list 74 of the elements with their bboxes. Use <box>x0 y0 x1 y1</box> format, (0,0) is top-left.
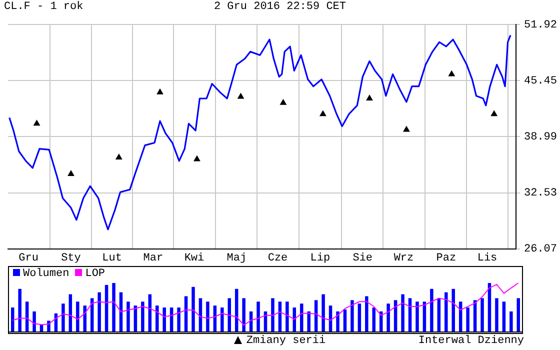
bar <box>18 288 22 332</box>
bar <box>76 302 80 332</box>
bar <box>444 292 448 332</box>
point <box>319 110 326 116</box>
bar <box>322 294 325 332</box>
bar <box>162 308 166 332</box>
point <box>402 126 410 132</box>
bar <box>466 308 470 332</box>
bar <box>401 294 404 332</box>
point <box>366 94 373 100</box>
bar <box>242 298 246 332</box>
bar <box>510 311 513 332</box>
bar <box>98 292 101 332</box>
chart-subtitle: 2 Gru 2016 22:59 CET <box>214 1 346 13</box>
bar <box>141 302 144 332</box>
bar <box>300 304 304 332</box>
bar <box>286 302 289 332</box>
bar <box>358 304 362 332</box>
bar <box>83 306 86 332</box>
x-tick-label: Lut <box>102 252 122 264</box>
point <box>115 153 122 160</box>
x-tick-label: Lip <box>310 252 330 264</box>
x-tick-label: Cze <box>268 252 288 264</box>
x-tick-label: Gru <box>18 252 38 264</box>
bar <box>365 296 368 332</box>
legend-label: Zmiany serii <box>245 335 326 347</box>
point <box>193 155 200 162</box>
x-tick-label: Sty <box>61 252 82 264</box>
bar <box>112 283 116 332</box>
legend-label: LOP <box>84 268 106 280</box>
point <box>448 70 456 76</box>
bar <box>256 302 260 332</box>
x-tick-label: Kwi <box>184 252 205 264</box>
x-tick-label: Lis <box>477 252 498 264</box>
bar <box>502 302 506 332</box>
bar <box>228 298 231 332</box>
x-tick-label: Mar <box>143 252 164 264</box>
bar <box>416 302 419 332</box>
bar <box>220 308 224 332</box>
point <box>490 110 498 116</box>
y-tick-label: 51.92 <box>524 20 558 32</box>
bar <box>452 288 455 332</box>
point <box>68 170 74 176</box>
chart-title: CL.F - 1 rok <box>4 0 84 14</box>
point <box>237 92 244 99</box>
bar <box>336 311 340 332</box>
y-tick-label: 26.07 <box>524 244 558 256</box>
x-tick-label: Paz <box>436 252 456 264</box>
point <box>156 88 164 94</box>
bar <box>307 311 310 332</box>
text: Interwal Dzienny <box>418 335 524 347</box>
x-tick-label: Wrz <box>394 252 414 264</box>
bar <box>62 304 65 332</box>
bar <box>495 298 498 332</box>
bar <box>516 298 520 332</box>
bar <box>177 308 180 332</box>
point <box>33 120 40 126</box>
x-tick-label: Maj <box>226 252 247 264</box>
bar <box>386 304 390 332</box>
bar <box>206 302 210 332</box>
bar <box>32 311 36 332</box>
y-tick-label: 38.99 <box>524 132 558 144</box>
y-tick-label: 32.53 <box>524 188 558 200</box>
bar <box>192 286 195 332</box>
bar <box>271 298 274 332</box>
bar <box>350 300 354 332</box>
bar <box>480 298 484 332</box>
bar <box>126 302 130 332</box>
y-tick-label: 45.45 <box>524 76 558 88</box>
bar <box>47 320 50 332</box>
point <box>280 98 287 105</box>
legend-label: Wolumen <box>22 268 70 280</box>
bar <box>430 288 434 332</box>
x-tick-label: Sie <box>352 252 373 264</box>
